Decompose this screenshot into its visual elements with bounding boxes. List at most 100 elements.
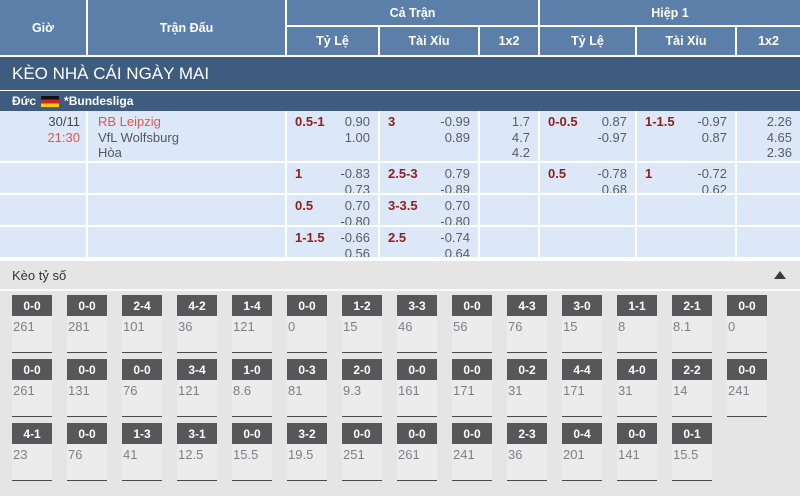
score-box[interactable]: 0-0 261 [12, 359, 52, 417]
score-box[interactable]: 1-0 8.6 [232, 359, 272, 417]
ft-overunder-cell[interactable]: 3 -0.99 0.89 [380, 111, 480, 161]
overunder-label: 2.5-3 [388, 166, 418, 181]
score-odds: 14 [672, 380, 712, 417]
score-box[interactable]: 4-0 31 [617, 359, 657, 417]
score-box[interactable]: 1-4 121 [232, 295, 272, 353]
odds-value: 0.64 [444, 245, 470, 258]
overunder-label: 3 [388, 114, 396, 129]
score-label: 3-3 [397, 295, 437, 316]
score-box[interactable]: 0-0 261 [12, 295, 52, 353]
score-box[interactable]: 0-0 241 [727, 359, 767, 417]
match-time-cell [0, 195, 88, 225]
score-box[interactable]: 0-0 76 [67, 423, 107, 481]
score-box[interactable]: 3-2 19.5 [287, 423, 327, 481]
h1-1x2-cell[interactable] [737, 195, 800, 225]
ft-handicap-cell[interactable]: 0.5 0.70 -0.80 [287, 195, 380, 225]
score-box[interactable]: 4-2 36 [177, 295, 217, 353]
h1-overunder-cell[interactable]: 1-1.5 -0.97 0.87 [637, 111, 737, 161]
correct-score-header[interactable]: Kèo tỷ số [0, 261, 800, 291]
h1-handicap-cell[interactable]: 0-0.5 0.87 -0.97 [540, 111, 637, 161]
score-box[interactable]: 1-3 41 [122, 423, 162, 481]
score-box[interactable]: 0-2 31 [507, 359, 547, 417]
score-box[interactable]: 2-2 14 [672, 359, 712, 417]
h1-handicap-cell[interactable]: 0.5 -0.78 0.68 [540, 163, 637, 193]
score-box[interactable]: 2-3 36 [507, 423, 547, 481]
score-box[interactable]: 3-4 121 [177, 359, 217, 417]
odds-value: 2.26 [766, 114, 792, 129]
score-row: 0-0 261 0-0 281 2-4 101 4-2 36 1-4 121 0-0 0 1-2 15 3-… [0, 295, 800, 353]
ft-1x2-cell[interactable] [480, 227, 540, 257]
score-label: 0-0 [397, 423, 437, 444]
ft-handicap-cell[interactable]: 0.5-1 0.90 1.00 [287, 111, 380, 161]
score-box[interactable]: 2-4 101 [122, 295, 162, 353]
score-box[interactable]: 3-1 12.5 [177, 423, 217, 481]
odds-value: 4.7 [511, 129, 530, 145]
score-odds: 261 [12, 316, 52, 353]
odds-value: 0.79 [444, 166, 470, 181]
match-time: 21:30 [47, 129, 80, 145]
score-box[interactable]: 0-0 241 [452, 423, 492, 481]
h1-1x2-cell[interactable] [737, 163, 800, 193]
score-odds: 281 [67, 316, 107, 353]
score-box[interactable]: 1-2 15 [342, 295, 382, 353]
odds-row: 30/11 21:30 RB Leipzig VfL Wolfsburg Hòa… [0, 111, 800, 163]
league-country: Đức [12, 94, 37, 108]
ft-overunder-cell[interactable]: 2.5 -0.74 0.64 [380, 227, 480, 257]
score-box[interactable]: 0-0 261 [397, 423, 437, 481]
odds-value: 4.65 [766, 129, 792, 145]
score-box[interactable]: 0-4 201 [562, 423, 602, 481]
collapse-icon[interactable] [774, 271, 786, 279]
score-box[interactable]: 0-0 0 [727, 295, 767, 353]
match-time-cell [0, 227, 88, 257]
h1-1x2-cell[interactable] [737, 227, 800, 257]
ft-overunder-cell[interactable]: 3-3.5 0.70 -0.80 [380, 195, 480, 225]
ft-1x2-cell[interactable] [480, 163, 540, 193]
match-teams-cell [88, 163, 287, 193]
odds-value: 0.70 [444, 198, 470, 213]
score-box[interactable]: 0-0 141 [617, 423, 657, 481]
league-row[interactable]: Đức *Bundesliga [0, 90, 800, 111]
ft-1x2-cell[interactable]: 1.7 4.7 4.2 [480, 111, 540, 161]
h1-overunder-cell[interactable]: 1 -0.72 0.62 [637, 163, 737, 193]
away-team-link[interactable]: VfL Wolfsburg [98, 129, 179, 145]
score-box[interactable]: 1-1 8 [617, 295, 657, 353]
odds-value: -0.83 [340, 166, 370, 181]
score-box[interactable]: 0-0 0 [287, 295, 327, 353]
score-box[interactable]: 0-0 251 [342, 423, 382, 481]
odds-value: 0.87 [601, 114, 627, 129]
score-box[interactable]: 0-0 131 [67, 359, 107, 417]
score-box[interactable]: 0-0 76 [122, 359, 162, 417]
score-box[interactable]: 4-3 76 [507, 295, 547, 353]
score-odds: 19.5 [287, 444, 327, 481]
score-box[interactable]: 0-3 81 [287, 359, 327, 417]
home-team-link[interactable]: RB Leipzig [98, 114, 161, 129]
score-odds: 9.3 [342, 380, 382, 417]
score-box[interactable]: 0-0 161 [397, 359, 437, 417]
odds-value: -0.97 [597, 129, 627, 145]
ft-overunder-cell[interactable]: 2.5-3 0.79 -0.89 [380, 163, 480, 193]
score-odds: 171 [562, 380, 602, 417]
score-box[interactable]: 0-0 171 [452, 359, 492, 417]
score-box[interactable]: 0-0 15.5 [232, 423, 272, 481]
score-box[interactable]: 4-4 171 [562, 359, 602, 417]
score-box[interactable]: 3-0 15 [562, 295, 602, 353]
score-box[interactable]: 2-0 9.3 [342, 359, 382, 417]
score-box[interactable]: 0-1 15.5 [672, 423, 712, 481]
h1-overunder-cell[interactable] [637, 227, 737, 257]
score-box[interactable]: 4-1 23 [12, 423, 52, 481]
h1-handicap-cell[interactable] [540, 227, 637, 257]
h1-overunder-cell[interactable] [637, 195, 737, 225]
ft-handicap-cell[interactable]: 1-1.5 -0.66 0.56 [287, 227, 380, 257]
match-date: 30/11 [48, 114, 80, 129]
score-box[interactable]: 2-1 8.1 [672, 295, 712, 353]
h1-1x2-cell[interactable]: 2.26 4.65 2.36 [737, 111, 800, 161]
h1-handicap-cell[interactable] [540, 195, 637, 225]
score-box[interactable]: 3-3 46 [397, 295, 437, 353]
score-box[interactable]: 0-0 281 [67, 295, 107, 353]
ft-1x2-cell[interactable] [480, 195, 540, 225]
score-box[interactable]: 0-0 56 [452, 295, 492, 353]
ft-handicap-cell[interactable]: 1 -0.83 0.73 [287, 163, 380, 193]
score-label: 0-0 [67, 423, 107, 444]
score-odds: 23 [12, 444, 52, 481]
odds-value: 0.90 [344, 114, 370, 129]
